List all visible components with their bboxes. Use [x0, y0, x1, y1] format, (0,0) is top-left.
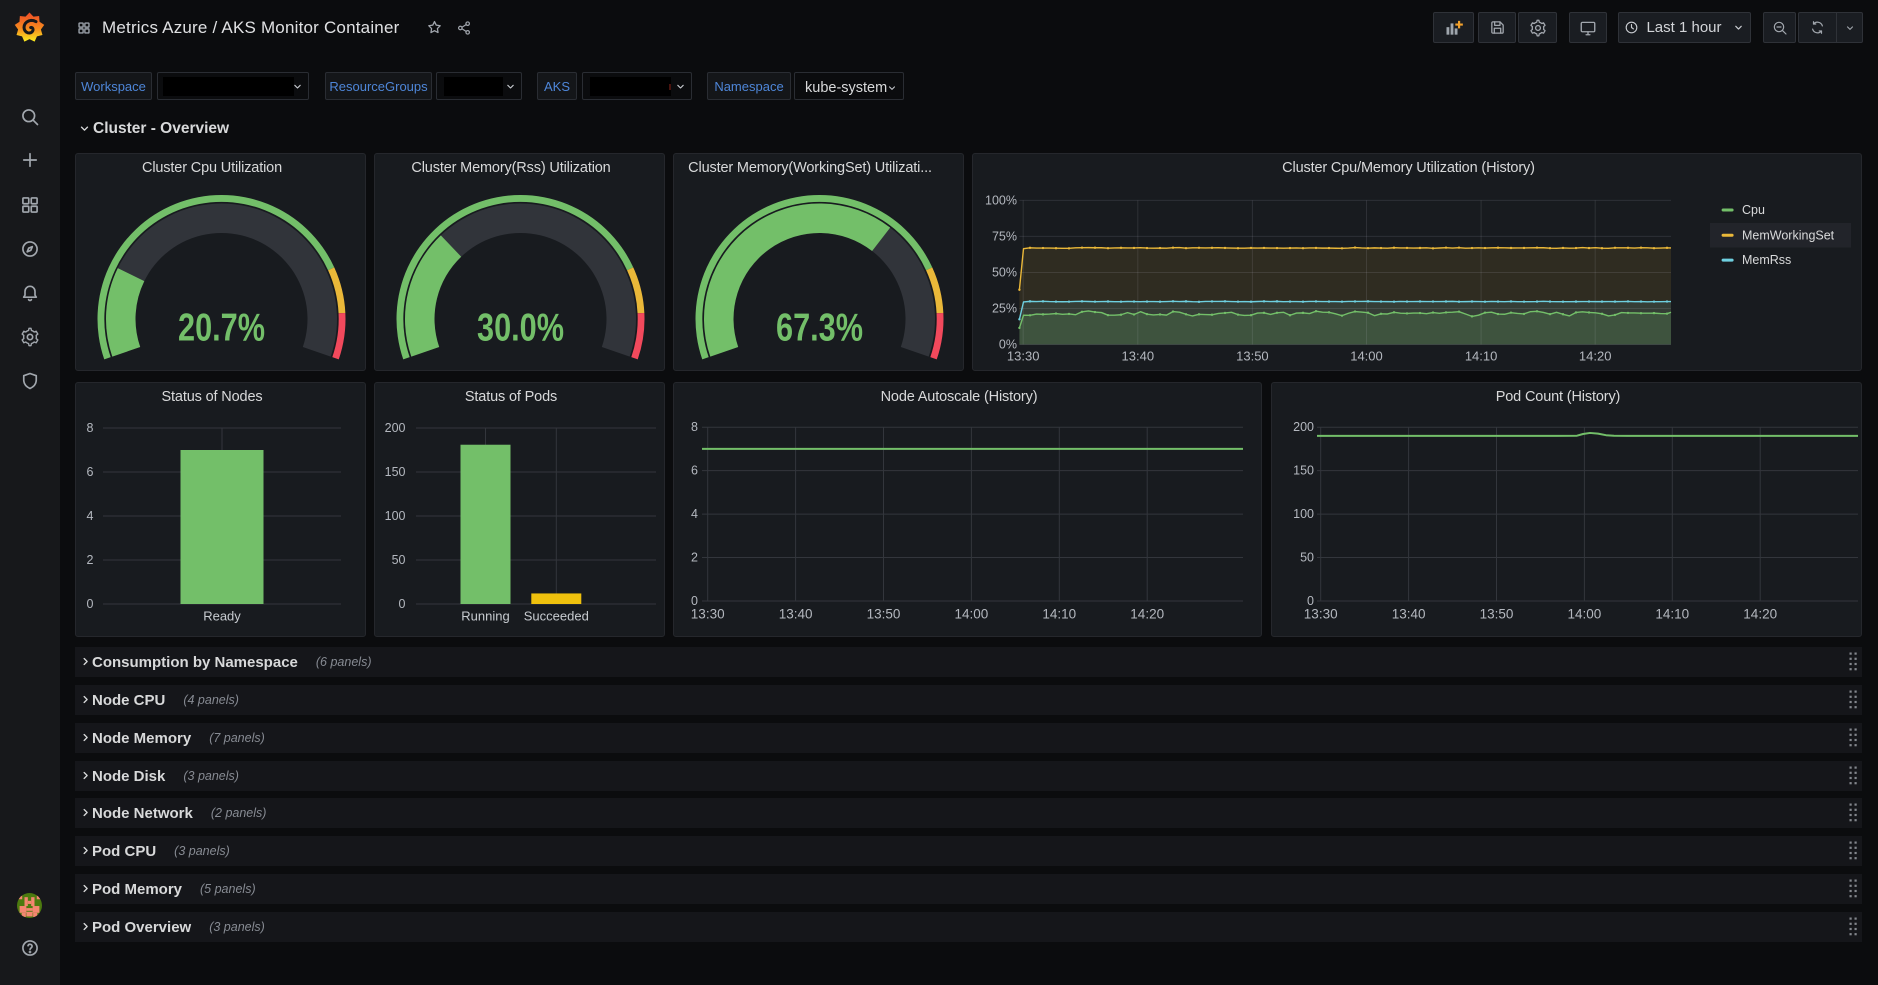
svg-text:14:20: 14:20 [1130, 607, 1164, 622]
svg-text:14:10: 14:10 [1655, 607, 1689, 622]
svg-text:13:30: 13:30 [691, 607, 725, 622]
svg-text:100: 100 [1293, 507, 1314, 521]
svg-text:0: 0 [1307, 594, 1314, 608]
svg-text:13:50: 13:50 [1480, 607, 1514, 622]
svg-text:2: 2 [691, 551, 698, 565]
svg-text:4: 4 [87, 509, 94, 523]
svg-text:MemWorkingSet: MemWorkingSet [1742, 228, 1835, 242]
svg-text:150: 150 [385, 465, 406, 479]
svg-text:0: 0 [399, 597, 406, 611]
svg-text:Cpu: Cpu [1742, 203, 1765, 217]
svg-text:4: 4 [691, 507, 698, 521]
svg-text:Running: Running [461, 609, 509, 624]
svg-text:100: 100 [385, 509, 406, 523]
svg-text:13:40: 13:40 [1122, 349, 1155, 364]
svg-text:13:40: 13:40 [1392, 607, 1426, 622]
svg-text:6: 6 [691, 464, 698, 478]
svg-text:8: 8 [87, 421, 94, 435]
svg-text:6: 6 [87, 465, 94, 479]
svg-text:67.3%: 67.3% [776, 307, 863, 350]
svg-text:0%: 0% [999, 338, 1017, 352]
svg-text:14:10: 14:10 [1042, 607, 1076, 622]
svg-text:13:30: 13:30 [1304, 607, 1338, 622]
svg-text:0: 0 [691, 594, 698, 608]
svg-text:25%: 25% [992, 301, 1017, 315]
svg-text:30.0%: 30.0% [477, 307, 564, 350]
svg-text:150: 150 [1293, 464, 1314, 478]
svg-text:50: 50 [392, 553, 406, 567]
svg-text:50: 50 [1300, 551, 1314, 565]
svg-text:20.7%: 20.7% [178, 307, 265, 350]
svg-text:100%: 100% [985, 193, 1017, 207]
svg-text:14:00: 14:00 [1350, 349, 1383, 364]
svg-text:200: 200 [1293, 420, 1314, 434]
svg-text:2: 2 [87, 553, 94, 567]
svg-text:13:40: 13:40 [779, 607, 813, 622]
svg-text:Ready: Ready [203, 609, 241, 624]
svg-text:14:20: 14:20 [1743, 607, 1777, 622]
svg-text:14:10: 14:10 [1465, 349, 1498, 364]
svg-text:Succeeded: Succeeded [524, 609, 589, 624]
svg-text:14:00: 14:00 [1568, 607, 1602, 622]
svg-text:MemRss: MemRss [1742, 253, 1791, 267]
svg-text:13:30: 13:30 [1007, 349, 1040, 364]
svg-text:14:20: 14:20 [1579, 349, 1612, 364]
svg-text:14:00: 14:00 [955, 607, 989, 622]
svg-text:8: 8 [691, 420, 698, 434]
svg-text:50%: 50% [992, 265, 1017, 279]
svg-text:0: 0 [87, 597, 94, 611]
svg-text:13:50: 13:50 [1236, 349, 1269, 364]
svg-text:75%: 75% [992, 229, 1017, 243]
svg-text:200: 200 [385, 421, 406, 435]
svg-text:13:50: 13:50 [867, 607, 901, 622]
